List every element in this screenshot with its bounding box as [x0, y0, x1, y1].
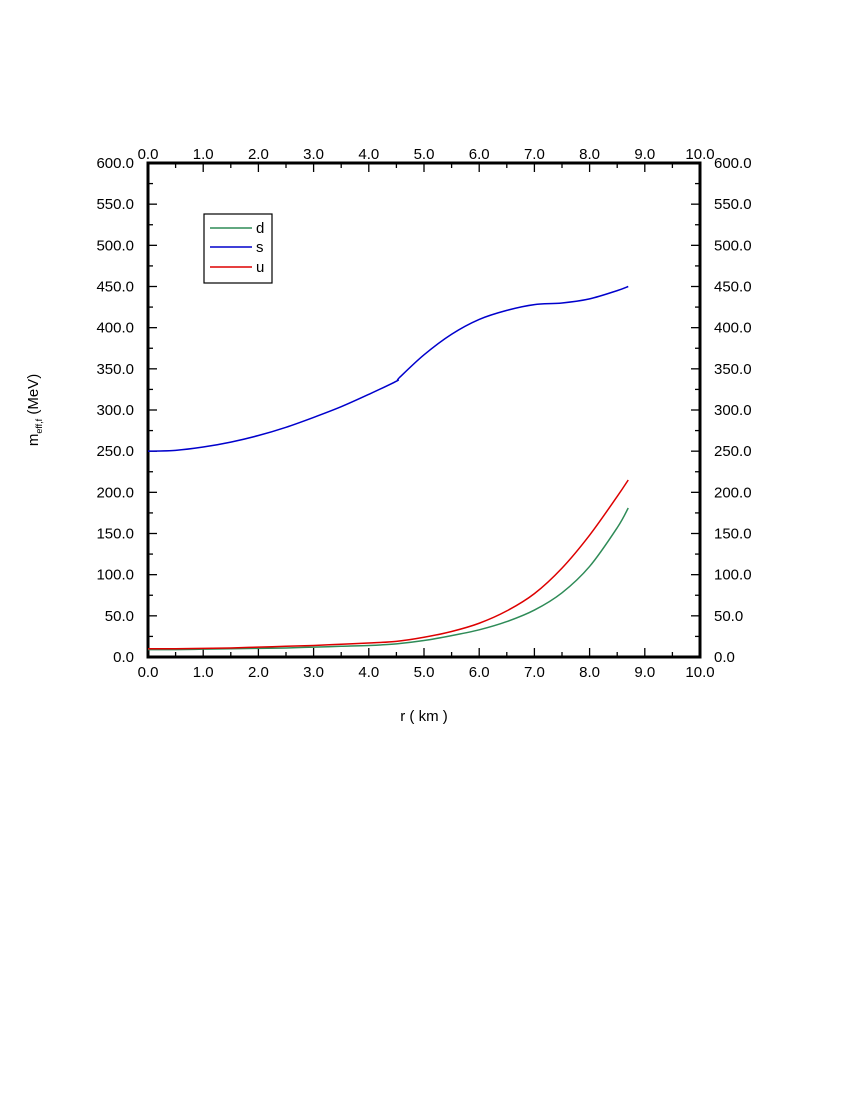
- y-tick-label-left: 400.0: [96, 320, 134, 337]
- x-tick-label-top: 0.0: [138, 146, 159, 163]
- legend-box: [203, 213, 273, 284]
- x-tick-label-bottom: 10.0: [685, 664, 714, 681]
- y-tick-label-right: 200.0: [714, 484, 752, 501]
- series-line-u: [147, 479, 629, 650]
- y-tick-label-right: 250.0: [714, 443, 752, 460]
- y-tick-label-left: 550.0: [96, 196, 134, 213]
- x-tick-label-top: 5.0: [414, 146, 435, 163]
- x-tick-label-bottom: 8.0: [579, 664, 600, 681]
- y-tick-label-left: 350.0: [96, 361, 134, 378]
- x-tick-label-bottom: 1.0: [193, 664, 214, 681]
- y-tick-label-right: 500.0: [714, 237, 752, 254]
- y-tick-label-left: 150.0: [96, 526, 134, 543]
- y-tick-label-right: 450.0: [714, 279, 752, 296]
- x-tick-label-bottom: 3.0: [303, 664, 324, 681]
- x-tick-label-bottom: 9.0: [634, 664, 655, 681]
- y-tick-label-left: 100.0: [96, 567, 134, 584]
- series-line-d: [147, 507, 629, 651]
- x-tick-label-top: 7.0: [524, 146, 545, 163]
- legend-label-s: s: [256, 239, 264, 256]
- y-axis-title-main: m: [25, 434, 42, 447]
- tick-marks: [147, 162, 701, 658]
- x-tick-label-top: 8.0: [579, 146, 600, 163]
- y-tick-label-left: 500.0: [96, 237, 134, 254]
- y-axis-title: meff,f (MeV): [25, 374, 44, 446]
- y-tick-label-right: 550.0: [714, 196, 752, 213]
- x-tick-label-bottom: 6.0: [469, 664, 490, 681]
- x-tick-label-top: 4.0: [358, 146, 379, 163]
- y-tick-label-left: 450.0: [96, 279, 134, 296]
- y-tick-label-left: 0.0: [113, 649, 134, 666]
- y-axis-title-subscript: eff,f: [34, 418, 44, 433]
- y-tick-label-right: 100.0: [714, 567, 752, 584]
- x-tick-label-bottom: 7.0: [524, 664, 545, 681]
- x-tick-label-top: 3.0: [303, 146, 324, 163]
- legend: d s u: [203, 213, 273, 284]
- legend-label-u: u: [256, 259, 264, 276]
- legend-label-d: d: [256, 220, 264, 237]
- y-tick-label-right: 400.0: [714, 320, 752, 337]
- tick-labels: 0.00.01.01.02.02.03.03.04.04.05.05.06.06…: [96, 146, 751, 681]
- y-tick-label-left: 250.0: [96, 443, 134, 460]
- y-tick-label-left: 200.0: [96, 484, 134, 501]
- y-tick-label-right: 350.0: [714, 361, 752, 378]
- x-tick-label-top: 10.0: [685, 146, 714, 163]
- x-tick-label-bottom: 5.0: [414, 664, 435, 681]
- y-tick-label-left: 600.0: [96, 155, 134, 172]
- y-tick-label-right: 0.0: [714, 649, 735, 666]
- y-tick-label-left: 50.0: [105, 608, 134, 625]
- x-tick-label-bottom: 0.0: [138, 664, 159, 681]
- y-tick-label-right: 600.0: [714, 155, 752, 172]
- y-tick-label-right: 300.0: [714, 402, 752, 419]
- y-tick-label-right: 50.0: [714, 608, 743, 625]
- series-line-s: [147, 285, 629, 452]
- x-tick-label-bottom: 2.0: [248, 664, 269, 681]
- x-tick-label-top: 9.0: [634, 146, 655, 163]
- series-lines: [147, 285, 629, 651]
- x-tick-label-bottom: 4.0: [358, 664, 379, 681]
- x-tick-label-top: 6.0: [469, 146, 490, 163]
- y-tick-label-left: 300.0: [96, 402, 134, 419]
- x-tick-label-top: 2.0: [248, 146, 269, 163]
- y-axis-title-tail: (MeV): [25, 374, 42, 419]
- x-tick-label-top: 1.0: [193, 146, 214, 163]
- y-tick-label-right: 150.0: [714, 526, 752, 543]
- x-axis-title: r ( km ): [400, 708, 447, 725]
